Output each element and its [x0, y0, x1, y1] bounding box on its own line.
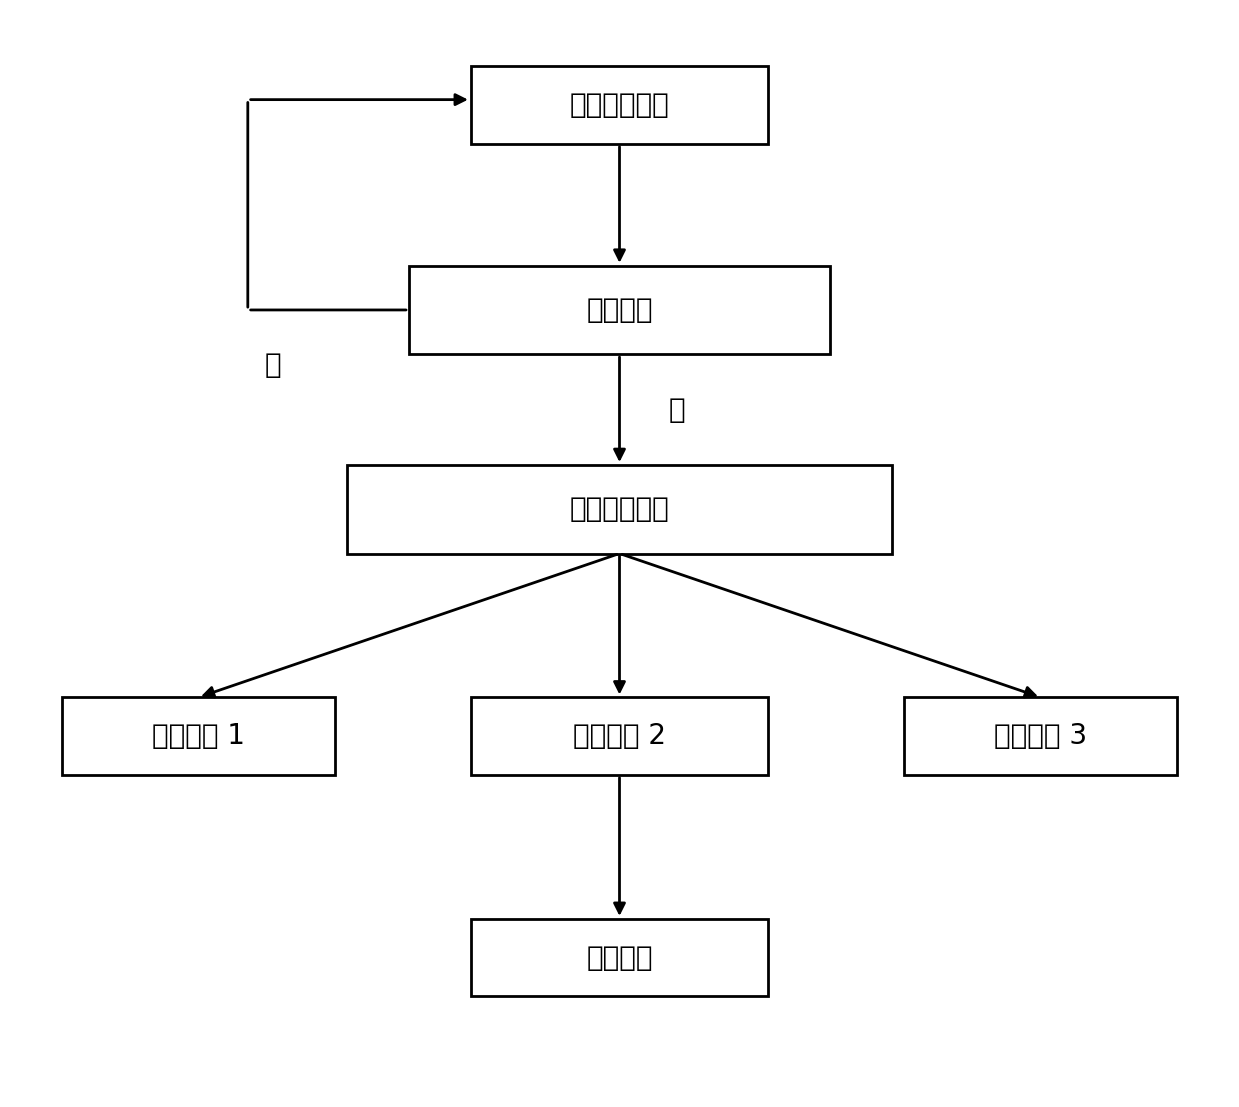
Text: 是: 是	[669, 395, 685, 424]
FancyBboxPatch shape	[409, 266, 830, 354]
FancyBboxPatch shape	[904, 697, 1177, 775]
Text: 人脸区块划分: 人脸区块划分	[570, 495, 669, 524]
FancyBboxPatch shape	[62, 697, 335, 775]
Text: 获取外部图像: 获取外部图像	[570, 91, 669, 120]
FancyBboxPatch shape	[471, 66, 768, 144]
FancyBboxPatch shape	[471, 697, 768, 775]
Text: 检测模块 3: 检测模块 3	[994, 722, 1088, 751]
Text: 检测模块 1: 检测模块 1	[151, 722, 245, 751]
Text: 否: 否	[264, 351, 281, 380]
Text: 保存位置: 保存位置	[586, 943, 653, 972]
Text: 检测模块 2: 检测模块 2	[572, 722, 667, 751]
FancyBboxPatch shape	[347, 465, 892, 554]
FancyBboxPatch shape	[471, 919, 768, 996]
Text: 人脸检测: 人脸检测	[586, 296, 653, 324]
